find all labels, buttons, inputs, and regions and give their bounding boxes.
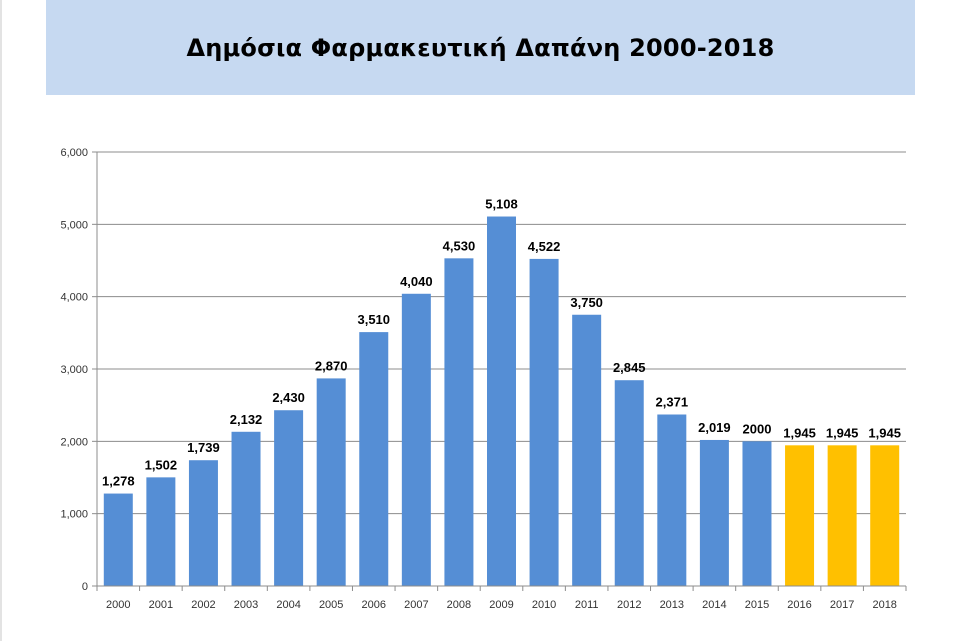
data-label: 1,278: [102, 474, 135, 489]
data-label: 2,019: [698, 420, 731, 435]
x-tick-label: 2016: [787, 599, 811, 611]
bar: [529, 258, 559, 586]
data-label: 1,945: [826, 425, 859, 440]
x-tick-label: 2003: [234, 599, 258, 611]
y-tick-label: 3,000: [60, 364, 88, 376]
x-tick-label: 2001: [149, 599, 173, 611]
bar: [572, 314, 602, 586]
y-tick-label: 1,000: [60, 509, 88, 521]
data-label: 3,750: [570, 295, 603, 310]
left-edge-rule: [0, 0, 2, 641]
x-tick-label: 2013: [660, 599, 684, 611]
bar: [742, 441, 772, 586]
bar: [487, 216, 516, 586]
bar-projected: [785, 445, 815, 586]
x-tick-label: 2008: [447, 599, 471, 611]
data-label: 2,430: [272, 390, 305, 405]
bar-projected: [827, 445, 857, 586]
bar: [699, 439, 729, 586]
data-label: 1,502: [145, 457, 178, 472]
data-label: 2,132: [230, 412, 263, 427]
data-label: 2000: [743, 421, 772, 436]
x-tick-label: 2006: [362, 599, 386, 611]
y-tick-label: 0: [82, 581, 88, 593]
data-label: 3,510: [357, 312, 390, 327]
x-tick-label: 2009: [489, 599, 513, 611]
bar: [614, 380, 644, 586]
x-tick-label: 2015: [745, 599, 769, 611]
data-label: 1,945: [783, 425, 816, 440]
data-label: 2,845: [613, 360, 646, 375]
x-axis-ticks: 2000 2001 2002 2003 2004 2005 2006 2007 2008 2009…: [96, 586, 907, 611]
x-tick-label: 2011: [575, 599, 599, 611]
data-label: 4,530: [443, 238, 476, 253]
bar: [359, 332, 389, 586]
y-tick-label: 5,000: [60, 219, 88, 231]
axes: [96, 152, 906, 587]
y-tick-label: 2,000: [60, 436, 88, 448]
x-tick-label: 2014: [702, 599, 726, 611]
bar: [401, 293, 431, 586]
data-label: 2,870: [315, 358, 348, 373]
y-tick-label: 6,000: [60, 147, 88, 159]
x-tick-label: 2002: [191, 599, 215, 611]
data-label: 4,522: [528, 239, 561, 254]
x-tick-label: 2005: [319, 599, 343, 611]
y-tick-label: 4,000: [60, 292, 88, 304]
bar: [316, 378, 346, 586]
chart-title: Δημόσια Φαρμακευτική Δαπάνη 2000-2018: [186, 33, 775, 62]
x-tick-label: 2010: [532, 599, 556, 611]
data-label: 2,371: [656, 394, 689, 409]
x-tick-label: 2007: [404, 599, 428, 611]
x-tick-label: 2004: [276, 599, 300, 611]
data-labels: 1,278 1,502 1,739 2,132 2,430 2,870 3,510 4,040…: [102, 197, 901, 489]
y-axis-ticks: 0 1,000 2,000 3,000 4,000 5,000 6,000: [60, 147, 97, 593]
bar: [188, 460, 218, 586]
bar: [274, 410, 304, 586]
bar: [103, 493, 133, 586]
data-label: 1,945: [868, 425, 901, 440]
bar: [444, 258, 474, 586]
bars: [103, 216, 900, 586]
data-label: 4,040: [400, 274, 433, 289]
x-tick-label: 2012: [617, 599, 641, 611]
x-tick-label: 2017: [830, 599, 854, 611]
bar: [657, 414, 687, 586]
data-label: 1,739: [187, 440, 220, 455]
data-label: 5,108: [485, 197, 518, 212]
bar: [231, 431, 261, 586]
x-tick-label: 2000: [106, 599, 130, 611]
bar: [146, 477, 176, 586]
bar-projected: [870, 445, 900, 586]
x-tick-label: 2018: [872, 599, 896, 611]
title-banner: Δημόσια Φαρμακευτική Δαπάνη 2000-2018: [46, 0, 915, 95]
